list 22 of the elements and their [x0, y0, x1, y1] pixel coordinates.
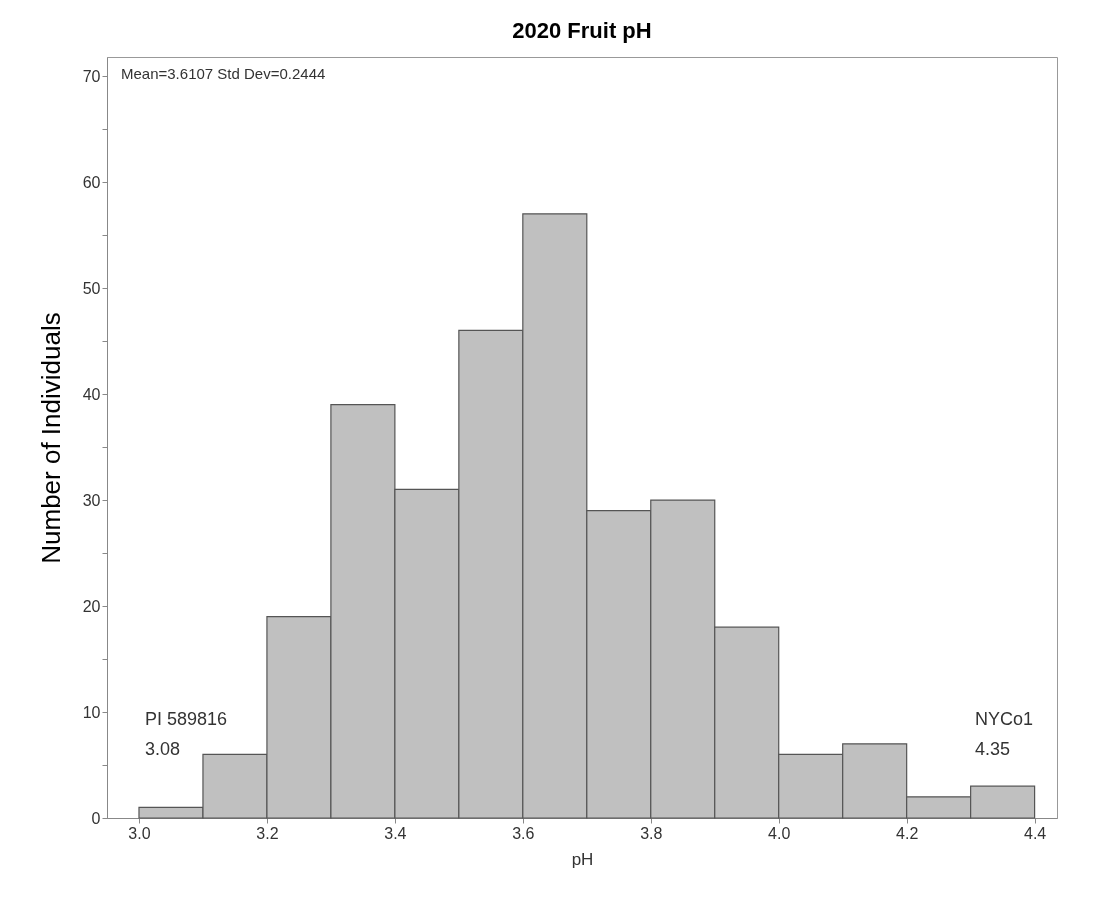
x-tick-label: 4.2: [896, 824, 919, 842]
x-tick-label: 3.8: [640, 824, 663, 842]
x-tick-label: 3.4: [384, 824, 407, 842]
x-tick-label: 4.4: [1023, 824, 1047, 842]
chart-title: 2020 Fruit pH: [512, 18, 652, 43]
y-tick-label: 40: [82, 385, 101, 403]
x-tick-label: 4.0: [768, 824, 791, 842]
y-tick-label: 30: [82, 491, 101, 509]
x-axis-title: pH: [571, 849, 594, 869]
y-tick-label: 20: [82, 597, 101, 615]
y-tick-label: 0: [91, 809, 101, 827]
x-tick-label: 3.2: [256, 824, 279, 842]
x-tick-label: 3.0: [128, 824, 151, 842]
annotation: Mean=3.6107 Std Dev=0.2444: [121, 65, 326, 82]
y-tick-label: 60: [82, 173, 101, 191]
y-tick-label: 10: [82, 703, 101, 721]
x-tick-label: 3.6: [512, 824, 535, 842]
y-tick-label: 70: [82, 67, 101, 85]
y-axis-title: Number of Individuals: [35, 312, 66, 564]
annotation: NYCo1 4.35: [975, 709, 1034, 759]
annotation: PI 589816 3.08: [145, 709, 228, 759]
y-tick-label: 50: [82, 279, 101, 297]
